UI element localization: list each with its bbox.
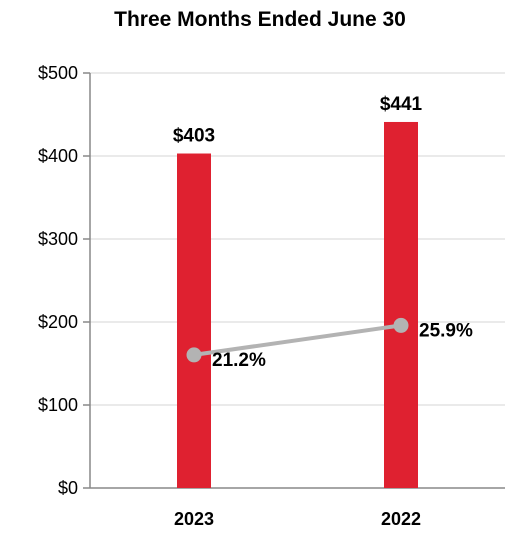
line-series bbox=[186, 317, 409, 363]
line-point bbox=[186, 347, 202, 363]
bar bbox=[384, 121, 418, 488]
line-point bbox=[393, 317, 409, 333]
labels: $403 2023 $441 2022 21.2% 25.9% bbox=[173, 94, 473, 529]
y-tick-label: $100 bbox=[38, 395, 78, 415]
y-tick-label: $400 bbox=[38, 146, 78, 166]
bars bbox=[177, 121, 418, 488]
chart-title: Three Months Ended June 30 bbox=[114, 8, 406, 31]
bar bbox=[177, 153, 211, 488]
bar-value-label: $403 bbox=[173, 126, 215, 147]
y-tick-label: $0 bbox=[58, 478, 78, 498]
y-tick-label: $500 bbox=[38, 63, 78, 83]
axes: $0 $100 $200 $300 $400 $500 bbox=[38, 63, 505, 498]
y-tick-label: $200 bbox=[38, 312, 78, 332]
gridlines bbox=[90, 72, 505, 406]
bar-value-label: $441 bbox=[380, 94, 423, 115]
y-tick-label: $300 bbox=[38, 229, 78, 249]
x-category-label: 2023 bbox=[174, 509, 214, 529]
line-path bbox=[193, 323, 402, 357]
line-value-label: 25.9% bbox=[419, 320, 473, 341]
line-value-label: 21.2% bbox=[212, 350, 266, 371]
x-category-label: 2022 bbox=[381, 509, 421, 529]
